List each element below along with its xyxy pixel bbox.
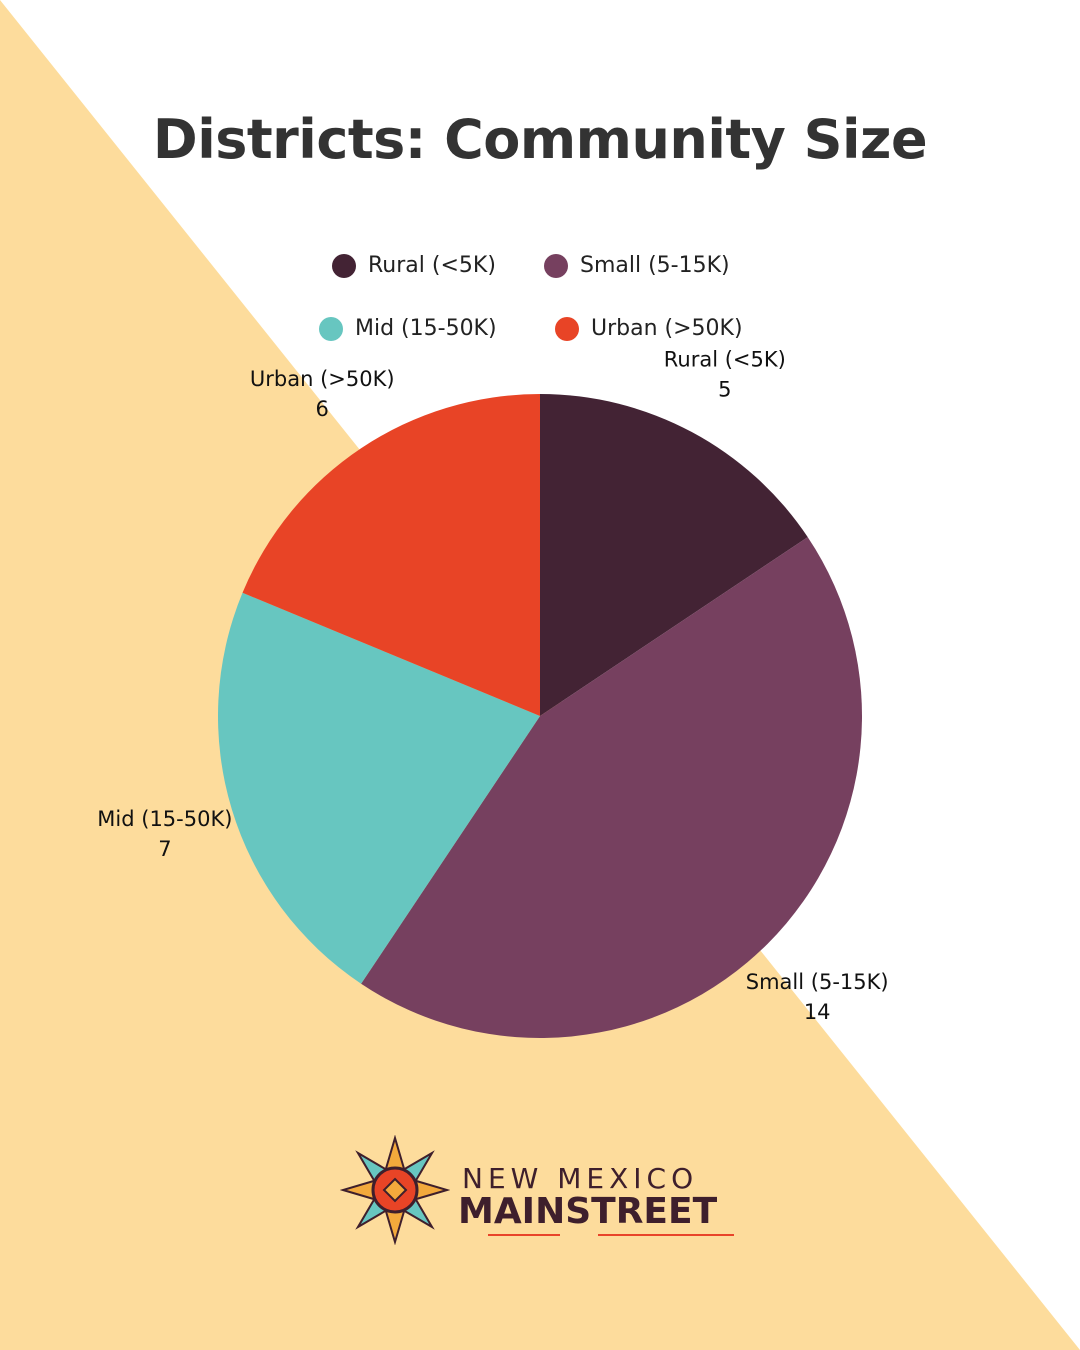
- slice-label-mid: Mid (15-50K): [97, 807, 232, 831]
- pie-slice-urban: [242, 394, 540, 716]
- pie-slice-mid: [218, 592, 540, 984]
- logo-underline-right: [598, 1234, 734, 1236]
- legend-swatch-mid: [319, 316, 343, 341]
- legend-item-small: Small (5-15K): [544, 253, 730, 278]
- pie-slice-small: [361, 537, 862, 1038]
- logo-underline-left: [488, 1234, 560, 1236]
- slice-label-small: Small (5-15K): [746, 970, 889, 994]
- legend-item-mid: Mid (15-50K): [319, 316, 497, 341]
- legend-label-small: Small (5-15K): [580, 253, 730, 278]
- slice-label-urban: Urban (>50K): [250, 367, 395, 391]
- slice-value-urban: 6: [316, 397, 329, 421]
- slice-value-mid: 7: [158, 837, 171, 861]
- legend-swatch-small: [544, 253, 568, 278]
- slice-label-rural: Rural (<5K): [664, 347, 786, 371]
- legend-swatch-urban: [555, 316, 579, 341]
- chart-title: Districts: Community Size: [152, 108, 928, 171]
- star-compass-icon: [340, 1135, 450, 1245]
- logo-text-line1: NEW MEXICO: [462, 1162, 699, 1195]
- legend-label-mid: Mid (15-50K): [355, 316, 497, 341]
- slice-value-rural: 5: [718, 377, 731, 401]
- slice-value-small: 14: [804, 1000, 831, 1024]
- legend-label-urban: Urban (>50K): [591, 316, 743, 341]
- legend-item-rural: Rural (<5K): [332, 253, 496, 278]
- logo: NEW MEXICO MAINSTREET: [340, 1135, 740, 1250]
- logo-text-line2: MAINSTREET: [458, 1191, 718, 1232]
- legend-swatch-rural: [332, 253, 356, 278]
- pie-slice-rural: [540, 394, 808, 716]
- legend-item-urban: Urban (>50K): [555, 316, 743, 341]
- legend-label-rural: Rural (<5K): [368, 253, 496, 278]
